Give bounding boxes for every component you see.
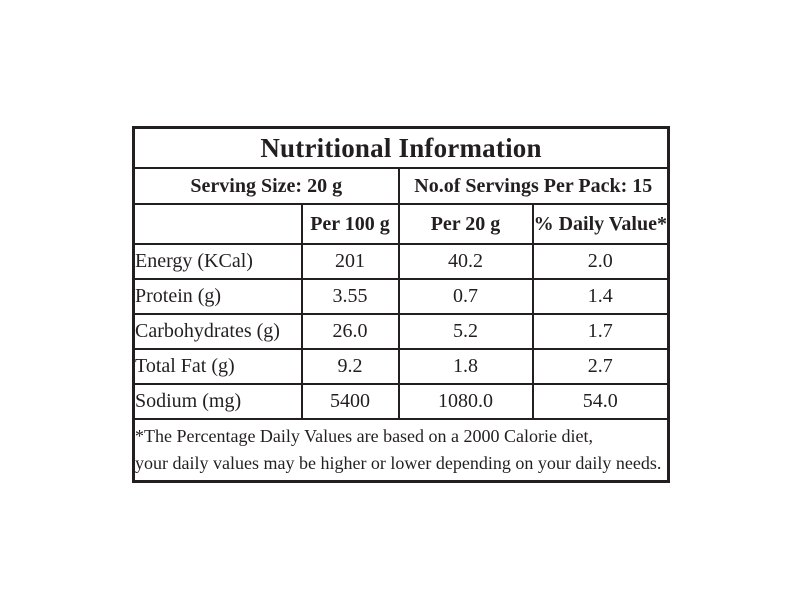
table-row-carbohydrates: Carbohydrates (g) 26.0 5.2 1.7 (132, 313, 670, 350)
row-label: Sodium (mg) (132, 383, 303, 420)
table-row-protein: Protein (g) 3.55 0.7 1.4 (132, 278, 670, 315)
title-row: Nutritional Information (132, 126, 670, 169)
value-daily-value: 2.7 (531, 348, 670, 385)
value-per-20g: 0.7 (397, 278, 534, 315)
serving-row: Serving Size: 20 g No.of Servings Per Pa… (132, 167, 670, 205)
servings-per-pack-label: No.of Servings Per Pack: 15 (397, 167, 670, 205)
table-row-sodium: Sodium (mg) 5400 1080.0 54.0 (132, 383, 670, 420)
value-daily-value: 2.0 (531, 243, 670, 280)
value-per-100g: 201 (300, 243, 400, 280)
row-label: Protein (g) (132, 278, 303, 315)
row-label: Carbohydrates (g) (132, 313, 303, 350)
value-per-100g: 9.2 (300, 348, 400, 385)
value-daily-value: 1.4 (531, 278, 670, 315)
footnote-row: *The Percentage Daily Values are based o… (132, 418, 670, 483)
table-title: Nutritional Information (132, 126, 670, 169)
value-per-100g: 5400 (300, 383, 400, 420)
value-daily-value: 54.0 (531, 383, 670, 420)
table-row-energy: Energy (KCal) 201 40.2 2.0 (132, 243, 670, 280)
empty-header-cell (132, 203, 303, 245)
column-header-per-100g: Per 100 g (300, 203, 400, 245)
footnote: *The Percentage Daily Values are based o… (132, 418, 670, 483)
value-per-100g: 26.0 (300, 313, 400, 350)
value-per-20g: 1.8 (397, 348, 534, 385)
value-per-100g: 3.55 (300, 278, 400, 315)
nutrition-table: Nutritional Information Serving Size: 20… (132, 126, 671, 483)
value-per-20g: 40.2 (397, 243, 534, 280)
value-per-20g: 1080.0 (397, 383, 534, 420)
footnote-line-1: *The Percentage Daily Values are based o… (135, 426, 594, 446)
column-header-daily-value: % Daily Value* (531, 203, 670, 245)
footnote-line-2: your daily values may be higher or lower… (135, 453, 662, 473)
column-header-row: Per 100 g Per 20 g % Daily Value* (132, 203, 670, 245)
value-daily-value: 1.7 (531, 313, 670, 350)
row-label: Energy (KCal) (132, 243, 303, 280)
value-per-20g: 5.2 (397, 313, 534, 350)
row-label: Total Fat (g) (132, 348, 303, 385)
column-header-per-20g: Per 20 g (397, 203, 534, 245)
serving-size-label: Serving Size: 20 g (132, 167, 400, 205)
table-row-total-fat: Total Fat (g) 9.2 1.8 2.7 (132, 348, 670, 385)
